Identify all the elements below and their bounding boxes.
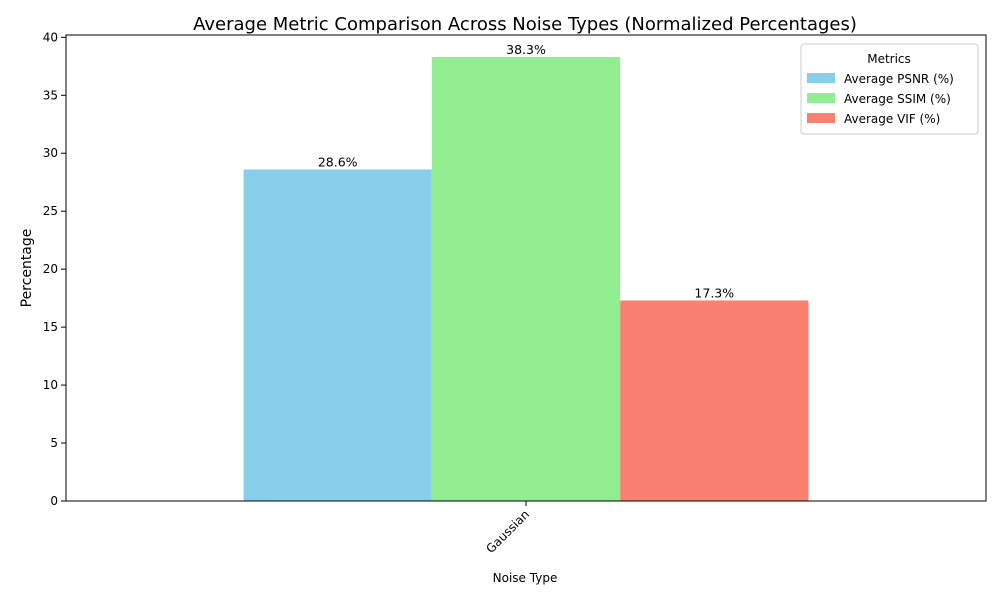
y-tick-label: 10 xyxy=(43,378,58,392)
y-tick-label: 0 xyxy=(50,494,58,508)
bar-value-label: 28.6% xyxy=(318,154,358,169)
y-tick-label: 25 xyxy=(43,204,58,218)
bar-average-vif xyxy=(620,300,809,501)
legend: Metrics Average PSNR (%) Average SSIM (%)… xyxy=(800,43,979,135)
y-tick-label: 40 xyxy=(43,30,58,44)
x-axis-label: Noise Type xyxy=(493,571,558,585)
bar-average-psnr xyxy=(243,169,432,502)
legend-swatch xyxy=(807,93,835,103)
chart-title: Average Metric Comparison Across Noise T… xyxy=(193,14,857,35)
legend-title: Metrics xyxy=(867,52,911,66)
legend-label: Average PSNR (%) xyxy=(844,72,954,86)
bar-average-ssim xyxy=(431,57,621,502)
y-axis-label: Percentage xyxy=(19,229,35,308)
legend-box xyxy=(800,43,979,135)
bar-value-label: 17.3% xyxy=(694,285,734,300)
bars-group xyxy=(243,57,809,502)
x-axis: Gaussian xyxy=(483,501,532,556)
y-axis: 0 5 10 15 20 25 30 35 40 xyxy=(43,30,66,508)
bar-value-label: 38.3% xyxy=(506,42,546,57)
legend-swatch xyxy=(807,113,835,123)
legend-label: Average SSIM (%) xyxy=(844,92,951,106)
y-tick-label: 20 xyxy=(43,262,58,276)
legend-items: Average PSNR (%) Average SSIM (%) Average … xyxy=(807,72,954,126)
legend-label: Average VIF (%) xyxy=(844,112,940,126)
legend-swatch xyxy=(807,73,835,83)
y-tick-label: 5 xyxy=(50,436,58,450)
x-tick-label: Gaussian xyxy=(483,507,532,556)
data-labels-group: 28.6% 38.3% 17.3% xyxy=(318,42,734,300)
y-tick-label: 30 xyxy=(43,146,58,160)
y-tick-label: 15 xyxy=(43,320,58,334)
y-tick-label: 35 xyxy=(43,88,58,102)
